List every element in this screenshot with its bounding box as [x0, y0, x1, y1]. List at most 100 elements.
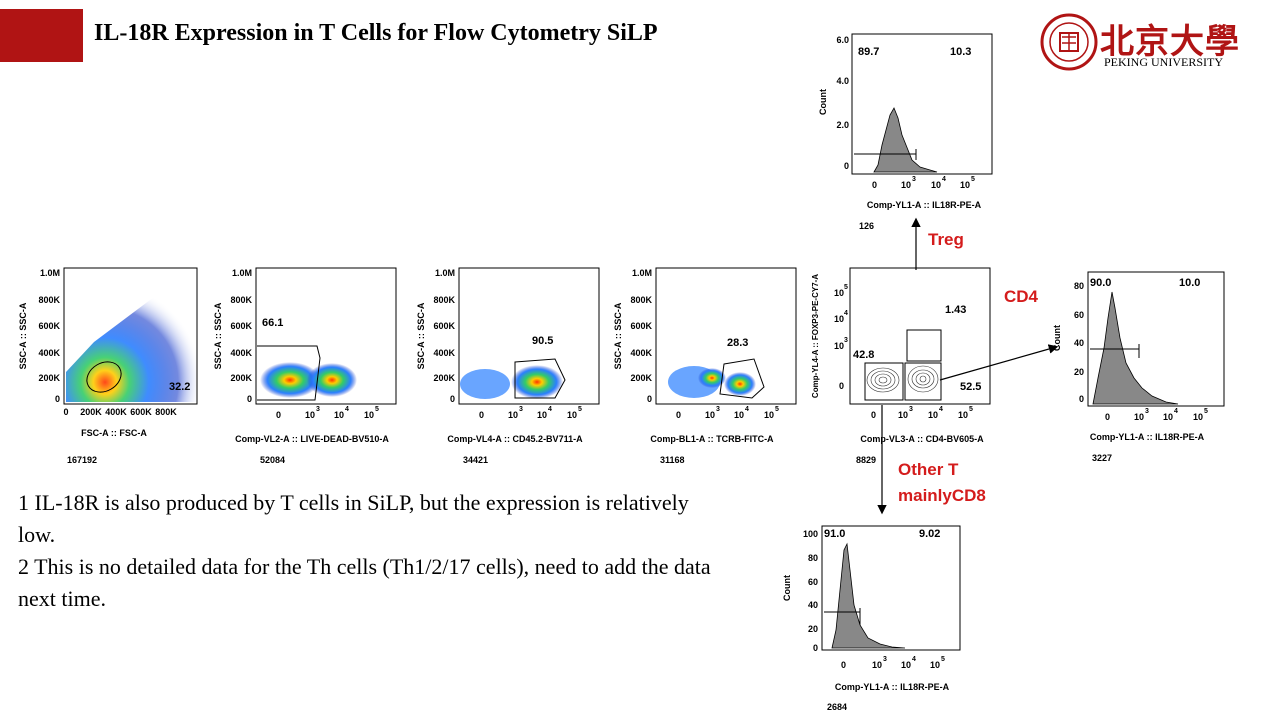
y-axis-label: Count	[1052, 325, 1062, 351]
value-positive: 10.3	[950, 46, 971, 58]
event-count: 8829	[856, 455, 876, 465]
ytick: 40	[1074, 338, 1084, 348]
gate-treg	[906, 329, 942, 362]
xtick-exp: 5	[375, 406, 379, 413]
dotplot-fsc-ssc: 32.2 1.0M 800K 600K 400K 200K 0 0 200K 4…	[18, 267, 198, 465]
ytick: 100	[803, 529, 818, 539]
note-1: 1 IL-18R is also produced by T cells in …	[18, 490, 689, 547]
xtick-exp: 5	[941, 656, 945, 663]
ytick: 1.0M	[232, 268, 252, 278]
ytick: 80	[1074, 281, 1084, 291]
ytick: 2.0	[836, 120, 849, 130]
ytick: 1.0M	[435, 268, 455, 278]
ytick: 400K	[433, 348, 455, 358]
ytick: 400K	[230, 348, 252, 358]
ytick: 200K	[433, 373, 455, 383]
histogram-cd8-il18r: 91.0 9.02 100 80 60 40 20 0 0 103 104 10…	[782, 525, 961, 712]
ytick: 600K	[230, 321, 252, 331]
xtick: 10	[764, 410, 774, 420]
event-count: 31168	[660, 455, 685, 465]
y-axis-label: SSC-A :: SSC-A	[613, 302, 623, 369]
dotplot-cd45: 90.5 1.0M 800K 600K 400K 200K 0 0 103 10…	[416, 267, 600, 465]
xtick: 10	[930, 660, 940, 670]
ytick: 200K	[230, 373, 252, 383]
xtick: 10	[705, 410, 715, 420]
gate-value: 90.5	[532, 335, 553, 347]
slide-title: IL-18R Expression in T Cells for Flow Cy…	[94, 20, 658, 46]
ytick: 4.0	[836, 76, 849, 86]
xtick-exp: 3	[716, 406, 720, 413]
xtick: 0	[1105, 412, 1110, 422]
xtick: 200K	[80, 407, 102, 417]
gate-tcrb	[719, 358, 765, 399]
ytick-exp: 5	[844, 284, 848, 291]
xtick: 10	[734, 410, 744, 420]
y-axis-label: Comp-YL4-A :: FOXP3-PE-CY7-A	[811, 274, 820, 398]
gate-cd45	[514, 358, 566, 399]
xtick-exp: 5	[578, 406, 582, 413]
xtick-exp: 5	[971, 176, 975, 183]
xtick-exp: 5	[1204, 408, 1208, 415]
xtick: 10	[898, 410, 908, 420]
ytick: 60	[808, 577, 818, 587]
xtick-exp: 5	[969, 406, 973, 413]
ytick: 400K	[38, 348, 60, 358]
value-negative: 90.0	[1090, 277, 1111, 289]
y-axis-label: SSC-A :: SSC-A	[416, 302, 426, 369]
gate-value: 28.3	[727, 337, 748, 349]
xtick-exp: 4	[745, 406, 749, 413]
x-axis-label: Comp-YL1-A :: IL18R-PE-A	[867, 200, 982, 210]
xtick: 10	[958, 410, 968, 420]
xtick: 0	[63, 407, 68, 417]
title-accent-bar	[0, 9, 83, 62]
event-count: 2684	[827, 702, 847, 712]
ytick: 20	[1074, 367, 1084, 377]
xtick-exp: 5	[775, 406, 779, 413]
notes: 1 IL-18R is also produced by T cells in …	[18, 487, 718, 615]
ytick-exp: 4	[844, 310, 848, 317]
event-count: 126	[859, 221, 874, 231]
x-axis-label: Comp-YL1-A :: IL18R-PE-A	[835, 682, 950, 692]
xtick: 0	[479, 410, 484, 420]
ytick: 10	[834, 341, 844, 351]
ytick: 0	[55, 394, 60, 404]
event-count: 34421	[463, 455, 488, 465]
xtick: 400K	[105, 407, 127, 417]
xtick: 10	[931, 180, 941, 190]
label-mainly-cd8: mainlyCD8	[898, 486, 986, 505]
event-count: 3227	[1092, 453, 1112, 463]
xtick: 10	[1193, 412, 1203, 422]
gate-other-t	[864, 362, 904, 401]
ytick: 0	[813, 643, 818, 653]
xtick-exp: 3	[909, 406, 913, 413]
xtick-exp: 4	[942, 176, 946, 183]
x-axis-label: Comp-VL3-A :: CD4-BV605-A	[860, 434, 984, 444]
y-axis-label: SSC-A :: SSC-A	[18, 302, 28, 369]
xtick: 10	[901, 660, 911, 670]
university-seal-logo	[1040, 13, 1098, 71]
xtick: 0	[276, 410, 281, 420]
ytick: 600K	[630, 321, 652, 331]
xtick-exp: 4	[1174, 408, 1178, 415]
histogram-curve	[831, 542, 906, 649]
ytick: 400K	[630, 348, 652, 358]
xtick: 10	[334, 410, 344, 420]
ytick: 800K	[38, 295, 60, 305]
gate-cd4	[904, 362, 942, 401]
ytick: 800K	[630, 295, 652, 305]
histogram-cd4-il18r: 90.0 10.0 80 60 40 20 0 0 103 104 105 Co…	[1052, 271, 1225, 463]
ytick: 60	[1074, 310, 1084, 320]
university-name-en: PEKING UNIVERSITY	[1104, 55, 1223, 69]
ytick: 600K	[38, 321, 60, 331]
x-axis-label: Comp-YL1-A :: IL18R-PE-A	[1090, 432, 1205, 442]
x-axis-label: Comp-BL1-A :: TCRB-FITC-A	[650, 434, 774, 444]
xtick: 10	[305, 410, 315, 420]
xtick: 600K	[130, 407, 152, 417]
xtick-exp: 4	[548, 406, 552, 413]
ytick: 20	[808, 624, 818, 634]
ytick: 6.0	[836, 35, 849, 45]
y-axis-label: Count	[818, 89, 828, 115]
gate-live	[257, 345, 321, 401]
xtick-exp: 4	[939, 406, 943, 413]
histogram-curve	[1092, 291, 1179, 405]
